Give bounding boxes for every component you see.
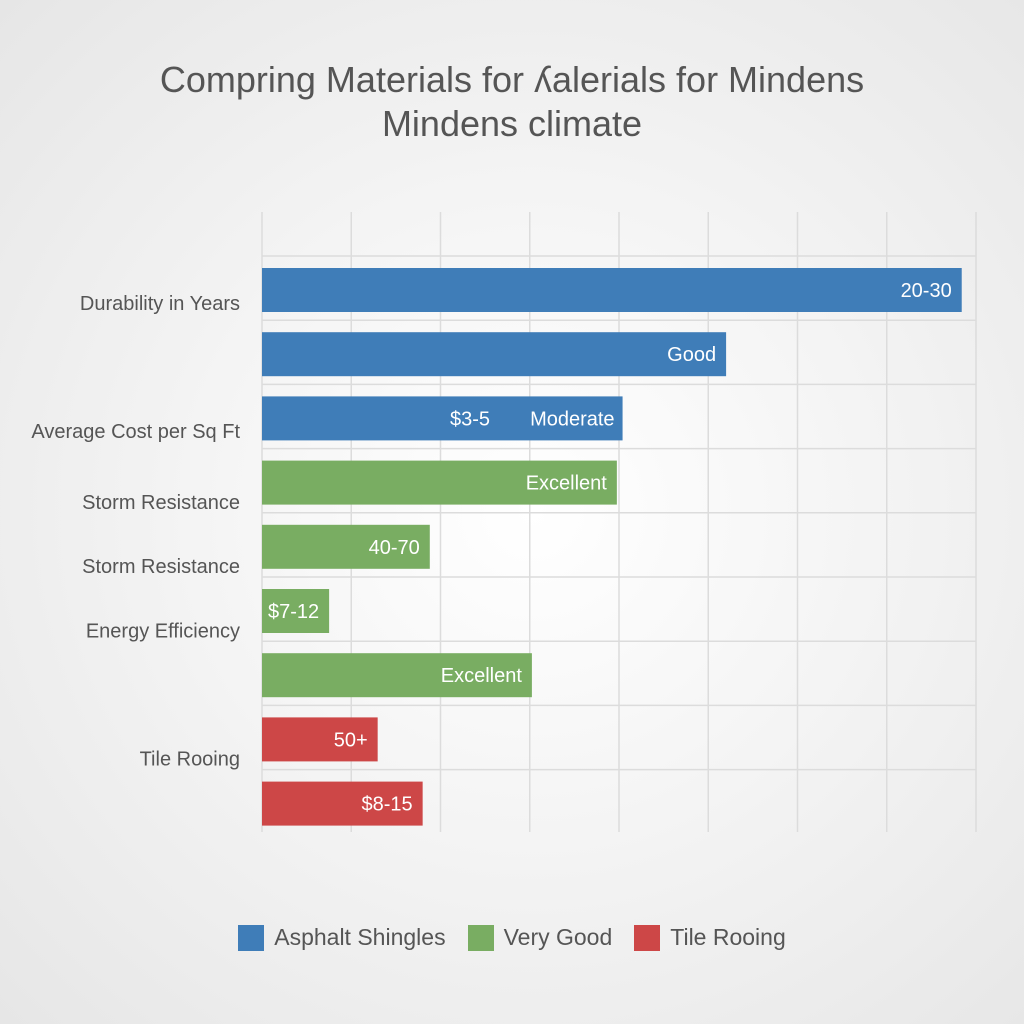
- category-label: Storm Resistance: [82, 556, 240, 578]
- chart-title-line-2: Mindens climate: [381, 103, 643, 144]
- bar-value-label: $3-5: [450, 408, 490, 430]
- legend-swatch-asphalt-shingles: [238, 924, 265, 951]
- bar-value-label: Excellent: [526, 473, 608, 495]
- bar: [262, 268, 962, 312]
- legend-item-asphalt-shingles: Asphalt Shingles: [238, 924, 446, 951]
- bar-value-label: Good: [667, 344, 716, 366]
- chart-title-line-1: Compring Materials for ʎalerials for Min…: [159, 59, 865, 100]
- bar: [262, 396, 623, 441]
- bar: [262, 460, 617, 505]
- bar-value-label: Moderate: [530, 408, 615, 430]
- category-label: Tile Rooing: [140, 749, 240, 771]
- legend-label-tile-rooing: Tile Rooing: [670, 924, 786, 950]
- bar-value-label: 40-70: [369, 537, 420, 559]
- category-label: Storm Resistance: [82, 492, 240, 514]
- category-label: Energy Efficiency: [86, 620, 240, 642]
- chart-legend: Asphalt Shingles Very Good Tile Rooing: [0, 924, 1024, 951]
- bar-value-label: $8-15: [361, 794, 412, 816]
- legend-label-very-good: Very Good: [503, 924, 613, 950]
- legend-item-tile-rooing: Tile Rooing: [634, 924, 786, 951]
- legend-swatch-tile-rooing: [634, 924, 661, 951]
- bar: [262, 717, 378, 762]
- bar: [262, 332, 727, 377]
- category-label: Durability in Years: [80, 293, 240, 315]
- legend-label-asphalt-shingles: Asphalt Shingles: [274, 924, 446, 950]
- bar-value-label: Excellent: [441, 665, 523, 687]
- chart-title: Compring Materials for ʎalerials for Min…: [0, 58, 1024, 146]
- bar-value-label: 20-30: [901, 280, 952, 302]
- bar: [262, 781, 423, 826]
- bar-value-label: $7-12: [268, 601, 319, 623]
- bar-value-label: 50+: [334, 729, 368, 751]
- bar: [262, 653, 532, 698]
- bar: [262, 589, 330, 633]
- legend-item-very-good: Very Good: [467, 924, 613, 951]
- bar: [262, 524, 430, 569]
- legend-swatch-very-good: [467, 924, 494, 951]
- category-label: Average Cost per Sq Ft: [31, 421, 240, 443]
